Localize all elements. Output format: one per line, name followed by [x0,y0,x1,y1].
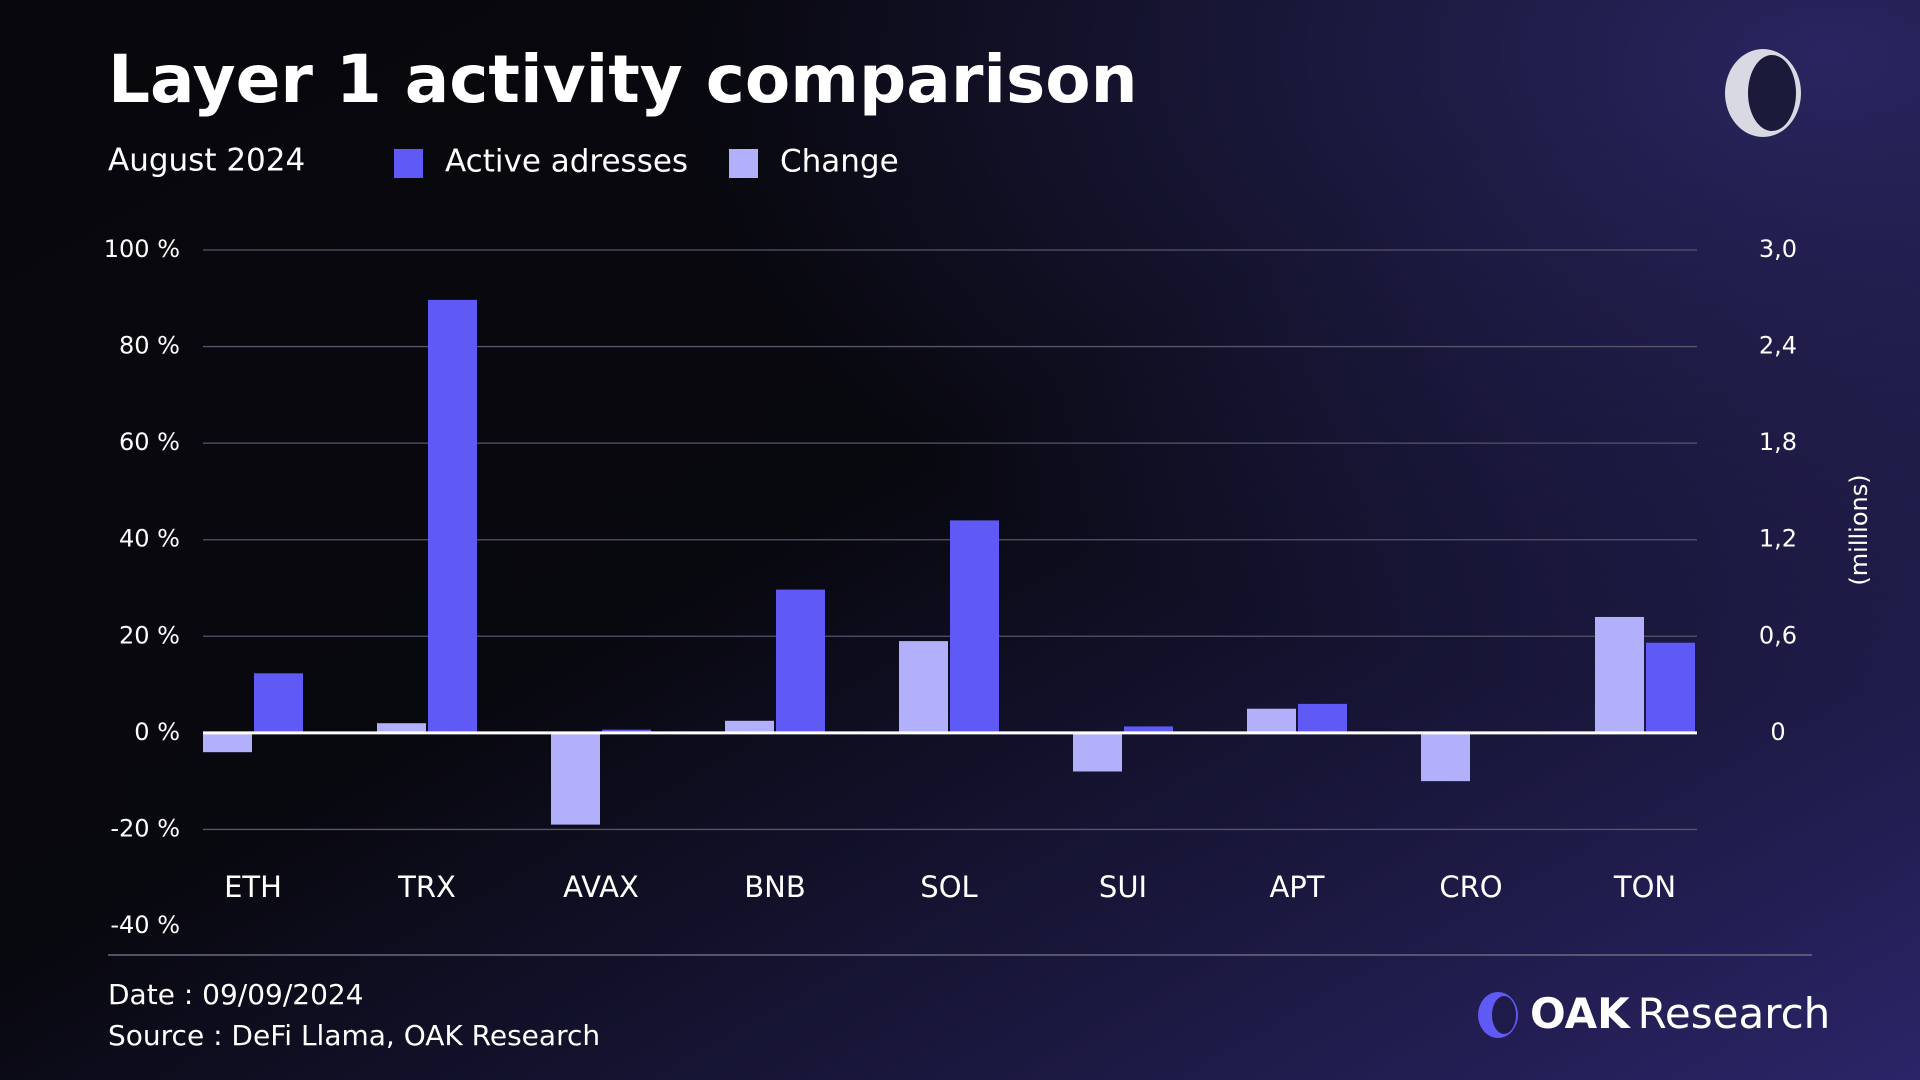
brand-name: OAK [1530,989,1631,1038]
y-tick-label: 20 % [119,621,180,649]
logo-icon [1725,49,1801,137]
legend-label: Active adresses [445,144,688,180]
bar [1421,732,1470,782]
y2-tick-label: 0 [1770,718,1785,746]
y2-tick-label: 1,2 [1759,525,1797,553]
legend-swatch [729,149,758,178]
x-tick-label: TRX [397,870,456,904]
y-tick-label: 40 % [119,525,180,553]
bar [1298,703,1347,733]
x-tick-label: SUI [1099,870,1147,904]
x-tick-label: ETH [224,870,282,904]
y-tick-label: 100 % [104,235,180,263]
y-tick-label: 80 % [119,332,180,360]
legend-swatch [394,149,423,178]
x-tick-label: CRO [1439,870,1502,904]
y-tick-label: 60 % [119,428,180,456]
x-tick-label: APT [1269,870,1324,904]
footer-source: Source : DeFi Llama, OAK Research [108,1019,600,1052]
brand-logo-text: OAK Research [1530,989,1830,1038]
y2-tick-label: 2,4 [1759,332,1797,360]
bar [1124,726,1173,733]
bar [551,732,600,825]
bar [428,299,477,733]
bar [725,720,774,733]
y-tick-label: -40 % [110,911,180,939]
bar [950,520,999,733]
brand-logo [1478,992,1518,1038]
x-tick-label: AVAX [563,870,639,904]
bar [203,732,252,753]
bar [1247,708,1296,733]
footer-date: Date : 09/09/2024 [108,978,364,1011]
bar [776,589,825,733]
y2-tick-label: 1,8 [1759,428,1797,456]
chart-title: Layer 1 activity comparison [108,41,1138,118]
y-tick-label: 0 % [134,718,180,746]
y2-tick-label: 0,6 [1759,621,1797,649]
bar [254,673,303,733]
y2-axis-label: (millions) [1845,474,1873,585]
bar [377,723,426,733]
y2-tick-label: 3,0 [1759,235,1797,263]
bar [899,641,948,733]
bar [602,729,651,733]
bar [1595,616,1644,733]
brand-name: Research [1638,989,1831,1038]
x-tick-label: TON [1613,870,1676,904]
legend-label: Change [780,144,899,180]
x-tick-label: SOL [920,870,977,904]
bar [1646,642,1695,733]
subtitle: August 2024 [108,143,305,179]
bar [1073,732,1122,772]
y-tick-label: -20 % [110,814,180,842]
x-tick-label: BNB [744,870,805,904]
